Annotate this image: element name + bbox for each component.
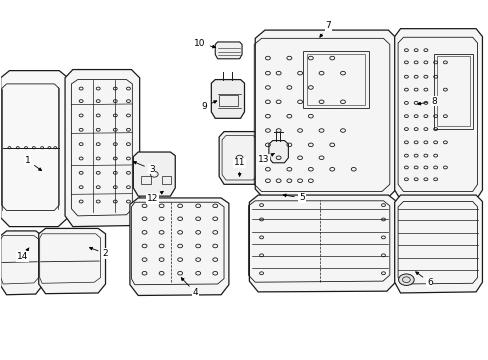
Polygon shape [133,152,175,196]
Text: 14: 14 [17,248,29,261]
Polygon shape [249,195,396,292]
Text: 4: 4 [181,278,198,297]
Polygon shape [268,140,288,163]
Text: 8: 8 [417,96,437,105]
Circle shape [398,274,413,285]
Polygon shape [255,30,396,200]
Polygon shape [394,195,482,293]
Text: 9: 9 [201,101,216,111]
Polygon shape [219,132,260,184]
Text: 10: 10 [194,39,215,48]
Polygon shape [130,198,228,296]
Polygon shape [211,80,244,118]
Polygon shape [39,228,105,294]
Text: 7: 7 [319,21,330,37]
Text: 12: 12 [147,191,163,203]
Text: 5: 5 [283,193,305,202]
Text: 13: 13 [258,153,274,164]
Polygon shape [0,71,68,226]
Polygon shape [215,42,242,59]
Text: 6: 6 [415,272,432,287]
Text: 11: 11 [233,158,245,176]
Polygon shape [0,231,42,295]
Polygon shape [394,29,482,200]
Polygon shape [65,69,140,226]
Text: 1: 1 [24,156,41,171]
Text: 3: 3 [133,161,154,174]
Text: 2: 2 [89,247,108,258]
